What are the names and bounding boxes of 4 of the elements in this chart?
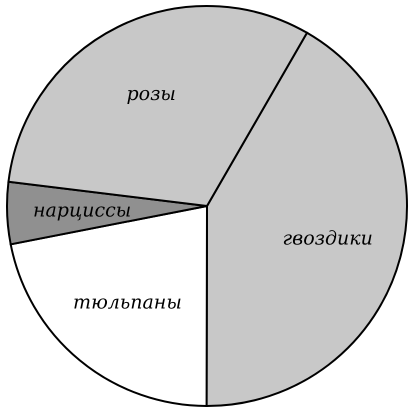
slice-label: тюльпаны <box>73 291 182 314</box>
slice-label: нарциссы <box>32 199 132 222</box>
slice-label: гвоздики <box>282 227 373 250</box>
slice-label: розы <box>126 83 176 106</box>
